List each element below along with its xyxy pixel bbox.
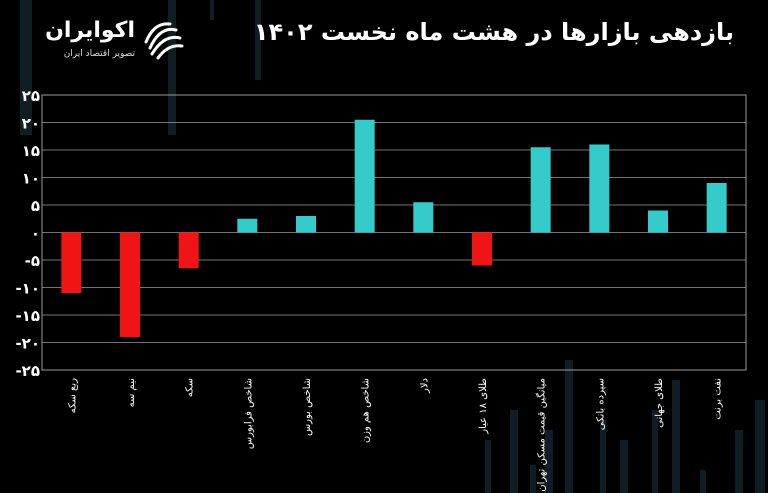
y-tick-label: -۱۰ <box>15 280 40 298</box>
background-bar <box>485 440 491 493</box>
x-tick-label: شاخص فرابورس <box>243 378 254 449</box>
x-tick-label: شاخص بورس <box>302 378 313 436</box>
x-tick-label: طلای ۱۸ عیار <box>478 378 489 435</box>
background-bar <box>20 0 32 135</box>
bar <box>354 119 375 233</box>
x-tick-label: طلای جهانی <box>654 378 665 428</box>
bar <box>648 210 668 233</box>
background-bar <box>168 0 176 135</box>
background-bar <box>735 430 743 493</box>
x-tick-label: نفت برنت <box>713 378 724 420</box>
background-bar <box>600 420 606 493</box>
y-tick-label: -۵ <box>25 252 40 270</box>
y-tick-label: ۲۵ <box>22 87 40 105</box>
y-tick-label: -۱۵ <box>15 307 40 325</box>
x-tick-label: میانگین قیمت مسکن تهران <box>536 378 548 492</box>
bar <box>237 218 258 233</box>
bar <box>530 147 551 233</box>
y-tick-label: ۲۰ <box>22 115 40 133</box>
background-bar <box>530 465 536 493</box>
brand-name: اکوایران <box>45 18 135 43</box>
header: بازدهی بازارها در هشت ماه نخست ۱۴۰۲ اکوا… <box>0 0 768 70</box>
bar-chart: -۲۵ -۲۰ -۱۵ -۱۰ -۵ ۰ ۵ ۱۰ ۱۵ ۲۰ ۲۵ ربع سکه نیم سه سکه… <box>15 87 747 492</box>
background-bar <box>700 470 706 493</box>
y-tick-label: ۱۵ <box>22 142 40 160</box>
background-bar <box>545 430 553 493</box>
background-bar <box>510 410 518 493</box>
background-bar <box>255 0 261 80</box>
x-tick-label: سپرده بانکی <box>595 378 606 430</box>
x-tick-label: ربع سکه <box>67 378 78 414</box>
y-tick-label: ۵ <box>31 197 40 215</box>
background-bar <box>755 400 765 493</box>
x-tick-label: سکه <box>185 378 196 397</box>
y-tick-label: -۲۵ <box>15 362 40 380</box>
chart-title: بازدهی بازارها در هشت ماه نخست ۱۴۰۲ <box>253 18 734 46</box>
brand-swirl-icon <box>144 22 184 60</box>
y-tick-label: ۱۰ <box>22 170 40 188</box>
bar <box>120 232 140 337</box>
bar <box>178 232 199 269</box>
bar <box>472 232 492 266</box>
background-bar <box>652 410 658 493</box>
background-bar <box>210 0 214 20</box>
bar <box>61 232 82 293</box>
bar <box>706 183 727 233</box>
bar <box>413 202 434 233</box>
x-tick-label: دلار <box>419 378 430 394</box>
brand-tagline: تصویر اقتصاد ایران <box>63 49 135 59</box>
background-bar <box>672 380 680 493</box>
y-tick-label: ۰ <box>31 225 40 243</box>
background-bar <box>565 360 573 493</box>
background-bar <box>620 440 628 493</box>
y-tick-label: -۲۰ <box>15 335 40 353</box>
x-tick-label: شاخص هم وزن <box>361 378 372 443</box>
x-tick-label: نیم سه <box>126 378 137 407</box>
brand-logo: اکوایران تصویر اقتصاد ایران <box>30 18 190 68</box>
bar <box>296 216 316 233</box>
bar <box>589 144 610 233</box>
